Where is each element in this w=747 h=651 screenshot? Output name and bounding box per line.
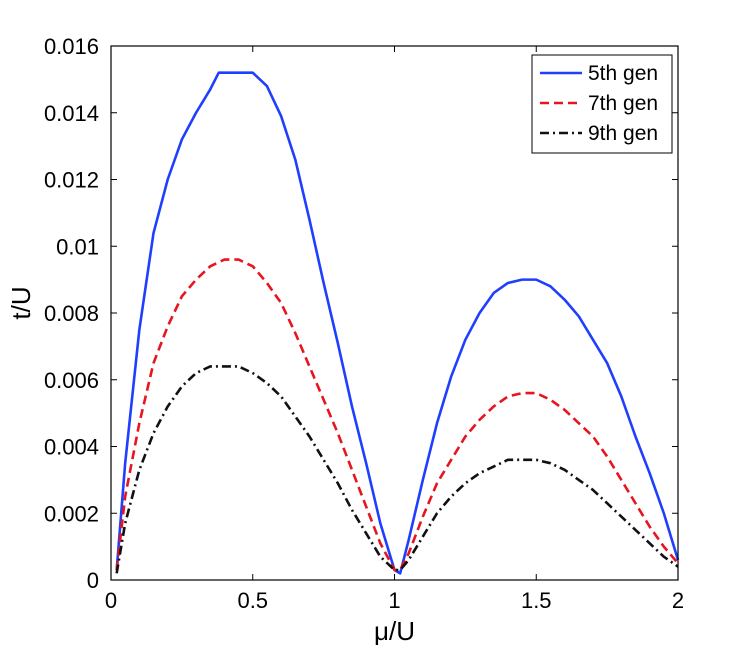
- x-tick-label: 1.5: [521, 588, 552, 613]
- y-tick-label: 0.006: [44, 368, 99, 393]
- x-tick-label: 0.5: [237, 588, 268, 613]
- x-axis-label: μ/U: [374, 616, 415, 646]
- series-lines: [115, 71, 680, 575]
- legend: 5th gen 7th gen 9th gen: [531, 54, 673, 154]
- axis-ticks: 0 0.5 1 1.5 2 0 0.002 0.004 0.006 0.008 0.01 0.012 0…: [44, 34, 684, 613]
- y-tick-label: 0.012: [44, 168, 99, 193]
- legend-label: 9th gen: [588, 122, 658, 145]
- y-tick-label: 0.008: [44, 301, 99, 326]
- x-tick-label: 1: [388, 588, 400, 613]
- legend-label: 5th gen: [588, 62, 658, 85]
- legend-label: 7th gen: [588, 92, 658, 115]
- x-tick-label: 2: [672, 588, 684, 613]
- y-tick-label: 0: [87, 568, 99, 593]
- y-tick-label: 0.01: [56, 234, 99, 259]
- x-tick-label: 0: [105, 588, 117, 613]
- y-tick-label: 0.004: [44, 435, 99, 460]
- y-tick-label: 0.014: [44, 101, 99, 126]
- y-axis-label: t/U: [6, 286, 36, 319]
- y-tick-label: 0.002: [44, 501, 99, 526]
- series-line-9th-gen: [115, 365, 679, 574]
- y-tick-label: 0.016: [44, 34, 99, 59]
